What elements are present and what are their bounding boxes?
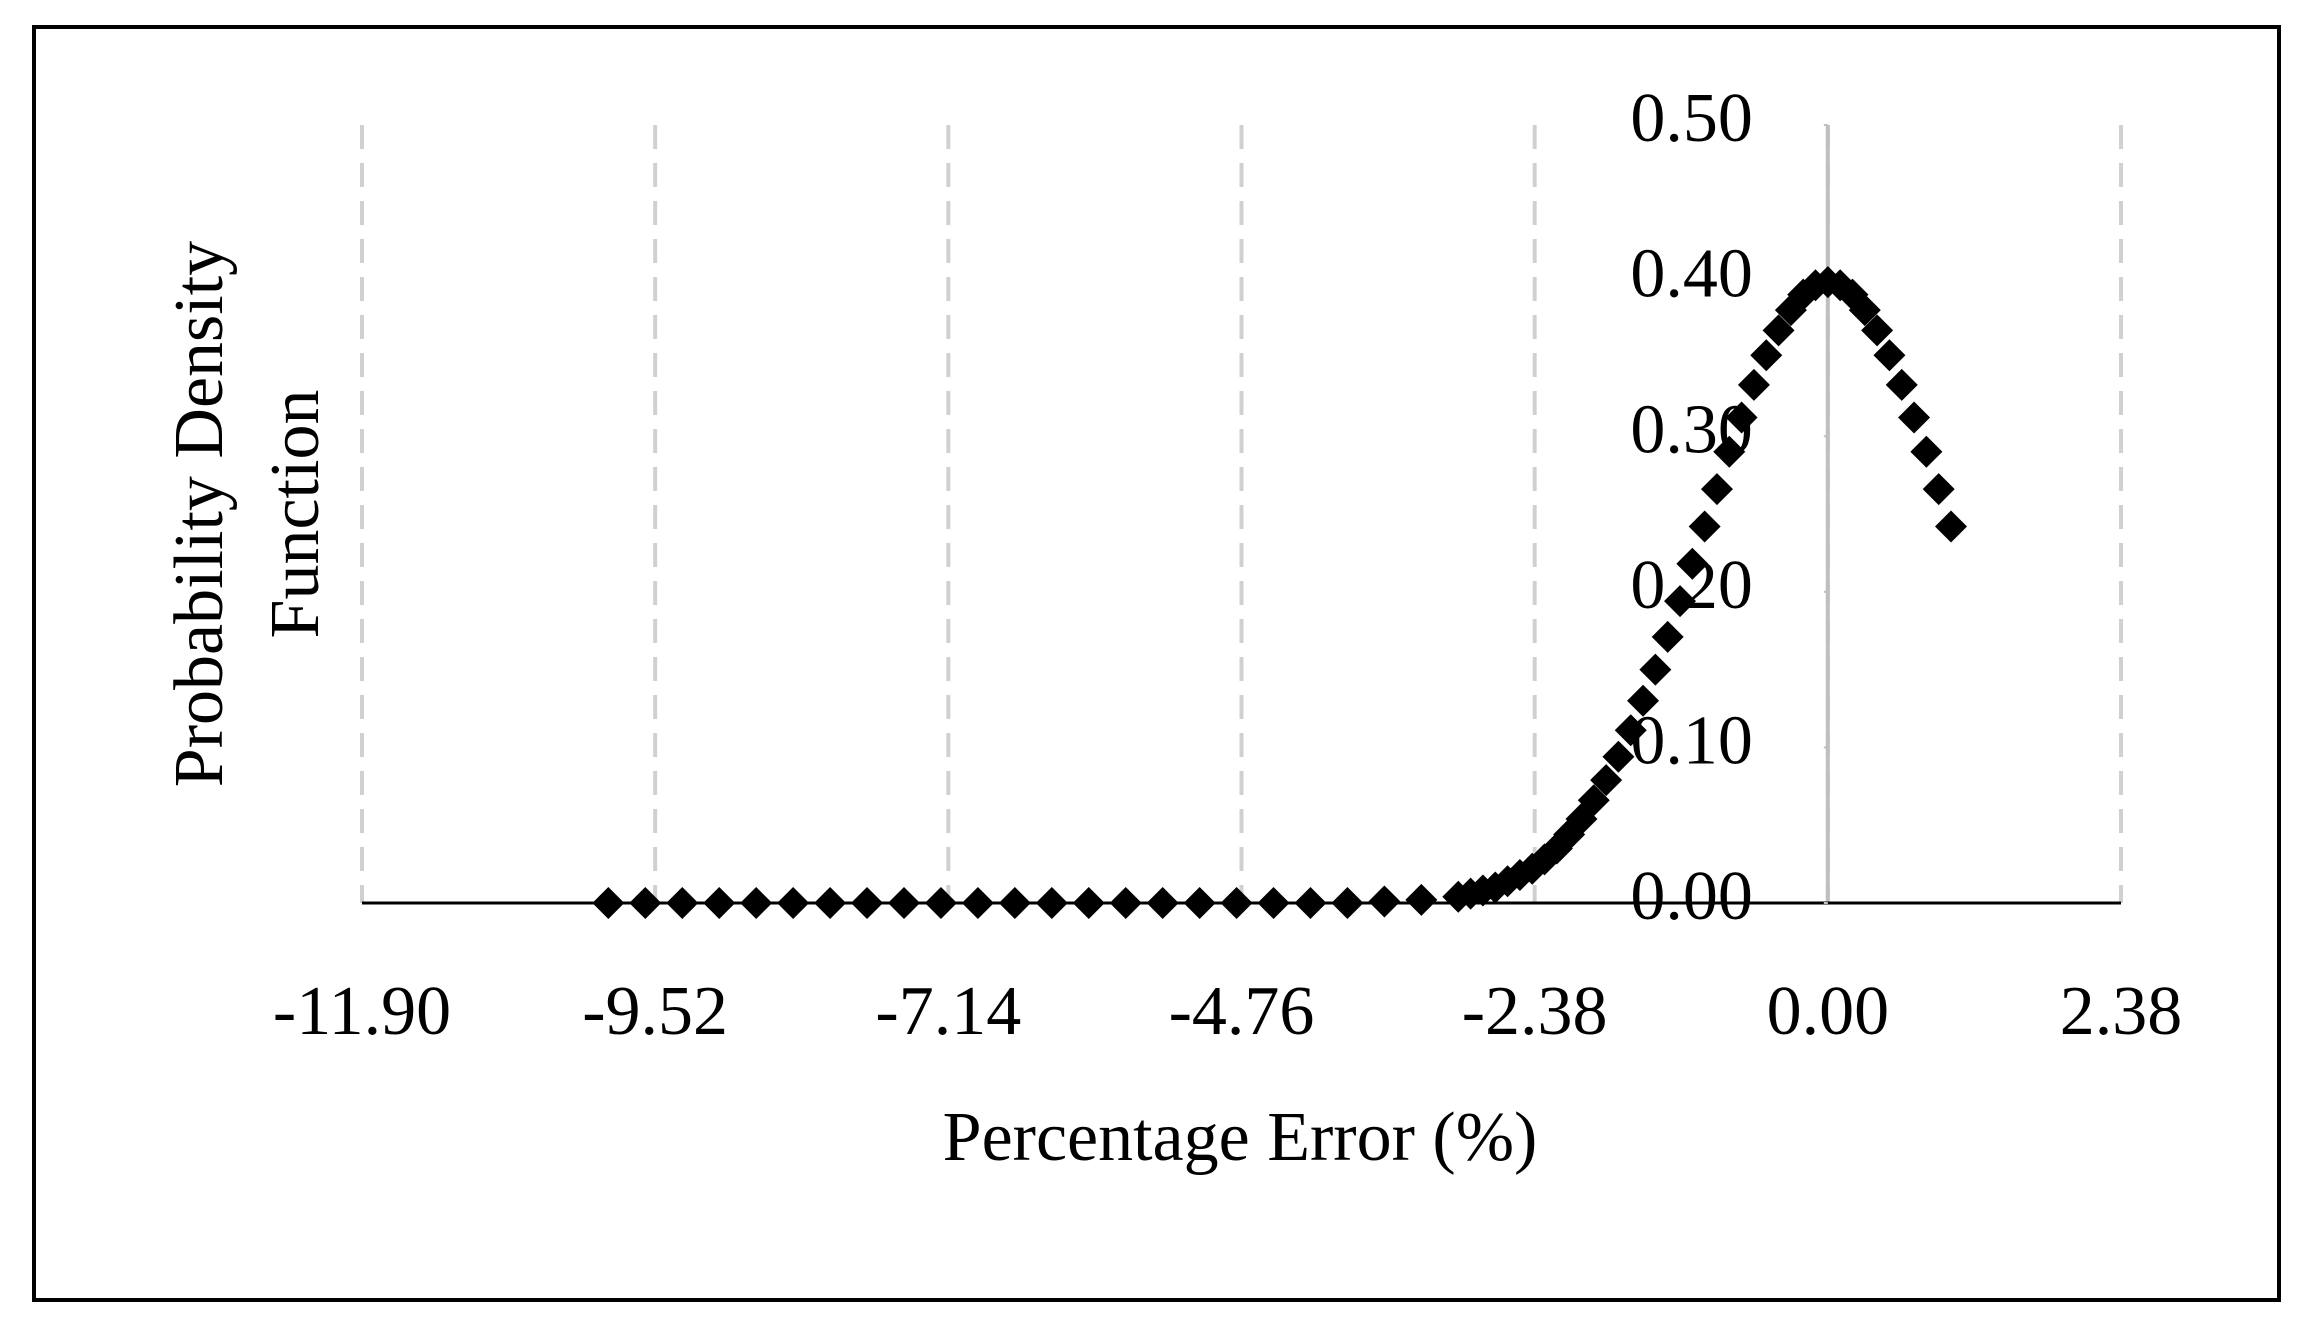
point	[1688, 510, 1721, 543]
x-tick-label: -7.14	[875, 973, 1021, 1050]
point	[1639, 653, 1672, 686]
point	[1368, 885, 1401, 918]
point	[851, 887, 884, 919]
point	[1737, 368, 1770, 401]
point	[1602, 740, 1635, 773]
point	[1664, 585, 1697, 618]
point	[1183, 887, 1216, 919]
y-axis-title: Probability Density Function	[161, 240, 334, 788]
point	[1922, 473, 1955, 506]
point	[1072, 887, 1105, 919]
point	[1910, 435, 1943, 468]
point	[592, 887, 625, 919]
x-tick-label: -9.52	[582, 973, 728, 1050]
point	[1577, 784, 1610, 817]
point	[1614, 714, 1647, 747]
point	[1762, 314, 1795, 347]
point	[961, 887, 994, 919]
x-tick-label: 2.38	[2060, 973, 2183, 1050]
x-tick-label: -2.38	[1462, 973, 1608, 1050]
point	[629, 887, 662, 919]
point	[1873, 339, 1906, 372]
x-tick-label: -4.76	[1169, 973, 1315, 1050]
point	[1146, 887, 1179, 919]
y-tick-label: 0.10	[1630, 702, 1753, 779]
point	[1405, 883, 1438, 916]
x-axis-title: Percentage Error (%)	[943, 1099, 1538, 1176]
point	[1885, 368, 1918, 401]
point	[1590, 764, 1623, 797]
point	[777, 887, 810, 919]
point	[1035, 887, 1068, 919]
point	[1848, 294, 1881, 327]
point	[1294, 887, 1327, 919]
point	[1627, 684, 1660, 717]
x-tick-label: -11.90	[273, 973, 451, 1050]
y-tick-label: 0.50	[1630, 80, 1753, 157]
frame	[32, 25, 2281, 1302]
point	[703, 887, 736, 919]
point	[1331, 887, 1364, 919]
point	[1861, 314, 1894, 347]
point	[1725, 401, 1758, 434]
point	[1700, 473, 1733, 506]
point	[1109, 887, 1142, 919]
point	[1935, 510, 1968, 543]
point	[998, 887, 1031, 919]
point	[1898, 401, 1931, 434]
point	[740, 887, 773, 919]
y-tick-label: 0.00	[1630, 858, 1753, 935]
point	[666, 887, 699, 919]
point	[1651, 620, 1684, 653]
point	[814, 887, 847, 919]
point	[1713, 435, 1746, 468]
point	[1676, 547, 1709, 580]
x-tick-label: 0.00	[1767, 973, 1890, 1050]
point	[1257, 887, 1290, 919]
y-tick-label: 0.40	[1630, 236, 1753, 313]
point	[1220, 887, 1253, 919]
point	[1750, 339, 1783, 372]
point	[887, 887, 920, 919]
point	[924, 887, 957, 919]
